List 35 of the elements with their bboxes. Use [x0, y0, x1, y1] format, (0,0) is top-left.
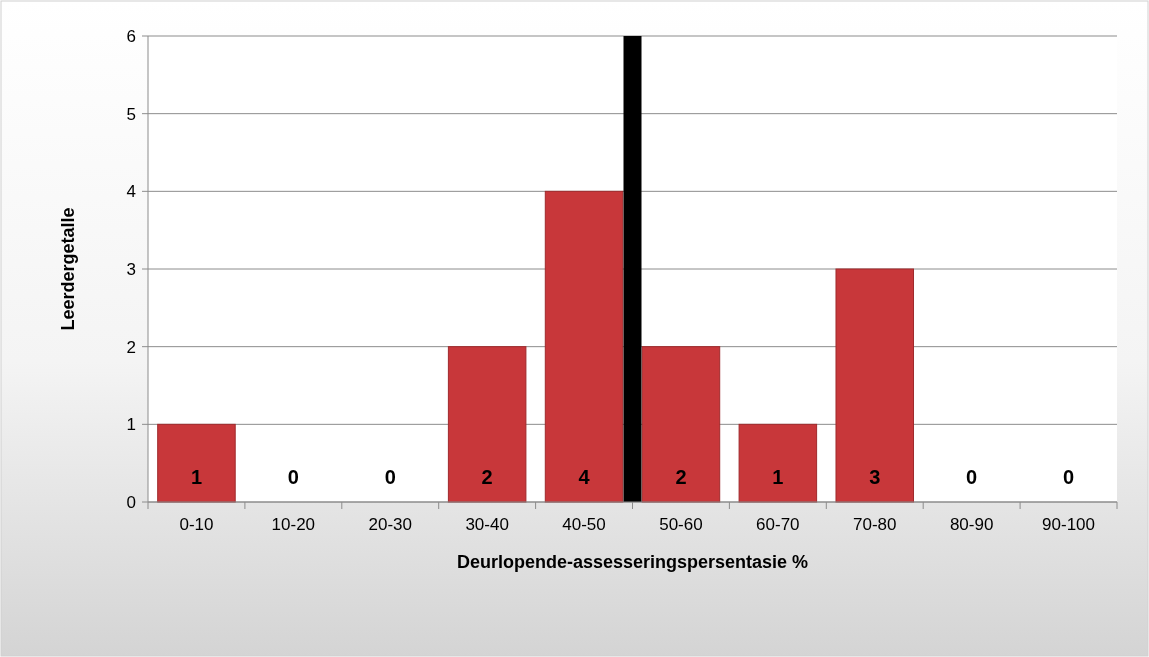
- data-label: 0: [384, 466, 396, 488]
- data-label: 1: [772, 466, 784, 488]
- y-tick-label: 3: [126, 259, 136, 279]
- x-tick-label: 0-10: [179, 515, 214, 534]
- y-tick-label: 0: [126, 492, 136, 512]
- y-tick-label: 6: [126, 26, 136, 46]
- bar: [738, 423, 818, 503]
- bar: [641, 346, 721, 503]
- bar: [447, 346, 527, 503]
- data-label: 0: [966, 466, 978, 488]
- data-label: 2: [675, 466, 687, 488]
- x-tick-label: 90-100: [1042, 515, 1096, 534]
- x-tick-label: 50-60: [659, 515, 703, 534]
- y-tick-label: 5: [126, 104, 136, 124]
- bar: [835, 268, 915, 503]
- x-tick-label: 80-90: [949, 515, 994, 534]
- y-tick-label: 1: [126, 415, 136, 435]
- x-tick-label: 70-80: [853, 515, 897, 534]
- x-tick-label: 30-40: [465, 515, 509, 534]
- data-label: 2: [481, 466, 493, 488]
- y-axis-title: Leerdergetalle: [58, 207, 78, 331]
- x-tick-label: 10-20: [271, 515, 316, 534]
- x-tick-label: 20-30: [368, 515, 412, 534]
- bar: [544, 190, 624, 503]
- x-tick-label: 40-50: [562, 515, 606, 534]
- data-label: 0: [287, 466, 299, 488]
- x-axis-title: Deurlopende-assesseringspersentasie %: [456, 552, 809, 572]
- data-label: 4: [578, 466, 591, 488]
- y-tick-label: 4: [126, 182, 136, 202]
- x-tick-label: 60-70: [756, 515, 800, 534]
- data-label: 1: [190, 466, 203, 488]
- data-label: 3: [869, 466, 881, 488]
- y-tick-label: 2: [126, 337, 136, 357]
- bar: [157, 423, 236, 503]
- data-label: 0: [1062, 466, 1075, 488]
